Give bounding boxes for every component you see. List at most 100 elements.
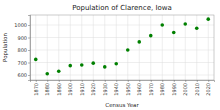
tick-mark <box>174 80 175 82</box>
chart: 1870 1880 1890 1900 1910 1920 1930 1940 1950 1960… <box>0 0 220 110</box>
grid-line <box>30 50 214 51</box>
tick-mark <box>139 80 140 82</box>
tick-mark <box>128 80 129 82</box>
axis-line <box>31 81 215 83</box>
grid-line <box>104 15 105 80</box>
grid-line <box>150 15 151 80</box>
tick-mark <box>93 80 94 82</box>
points <box>34 17 210 75</box>
tick-mark <box>185 80 186 82</box>
grid-line <box>47 15 48 80</box>
tick: 1870 <box>33 80 39 96</box>
tick: 1900 <box>67 80 73 96</box>
point <box>183 22 187 26</box>
plot: 1870 1880 1890 1900 1910 1920 1930 1940 1950 1960… <box>14 15 214 96</box>
point <box>34 58 38 62</box>
tick: 1930 <box>102 80 108 96</box>
plot-frame <box>30 15 214 80</box>
grid-line <box>30 75 214 76</box>
tick-label: 1950 <box>125 83 131 96</box>
grid-line <box>81 15 82 80</box>
point <box>172 31 176 35</box>
grid-line <box>173 15 174 80</box>
tick: 2000 <box>182 80 188 96</box>
tick: 1910 <box>79 80 85 96</box>
point <box>45 72 49 76</box>
point <box>57 69 61 73</box>
y-axis: 600 700 800 900 1000 <box>14 16 30 81</box>
tick-label: 1880 <box>44 83 50 96</box>
grid-line <box>30 37 214 38</box>
tick: 600 <box>17 72 30 78</box>
title: Population of Clarence, Iowa <box>72 4 172 12</box>
point <box>206 17 210 21</box>
tick: 2010 <box>194 80 200 96</box>
tick-mark <box>197 80 198 82</box>
grid-line <box>70 15 71 80</box>
point <box>91 61 95 65</box>
tick: 900 <box>17 35 30 41</box>
point <box>103 65 107 69</box>
tick-mark <box>162 80 163 82</box>
point <box>80 63 84 67</box>
tick-label: 1980 <box>159 83 165 96</box>
tick: 1890 <box>56 80 62 96</box>
tick: 1950 <box>125 80 131 96</box>
point <box>126 48 130 52</box>
tick-mark <box>47 80 48 82</box>
grid-line <box>208 15 209 80</box>
tick-label: 1990 <box>171 83 177 96</box>
axis-line <box>28 16 31 81</box>
tick-label: 1890 <box>56 83 62 96</box>
tick: 1880 <box>44 80 50 96</box>
point <box>68 64 72 68</box>
point <box>137 40 141 44</box>
y-axis-title: Population <box>2 33 9 62</box>
point <box>149 34 153 38</box>
tick-mark <box>28 38 30 39</box>
tick: 1980 <box>159 80 165 96</box>
tick-label: 1910 <box>79 83 85 96</box>
tick-label: 1000 <box>14 22 27 28</box>
tick-mark <box>28 25 30 26</box>
tick-label: 1940 <box>113 83 119 96</box>
x-axis-title: Census Year <box>105 102 139 108</box>
tick-mark <box>59 80 60 82</box>
tick-mark <box>116 80 117 82</box>
grid <box>30 15 214 80</box>
tick-label: 1900 <box>67 83 73 96</box>
tick: 1960 <box>136 80 142 96</box>
grid-line <box>127 15 128 80</box>
tick: 1940 <box>113 80 119 96</box>
grid-line <box>30 62 214 63</box>
tick-mark <box>36 80 37 82</box>
tick-label: 800 <box>17 47 27 53</box>
tick-mark <box>28 50 30 51</box>
point <box>160 23 164 27</box>
grid-line <box>93 15 94 80</box>
tick-label: 1930 <box>102 83 108 96</box>
tick: 700 <box>17 60 30 66</box>
x-axis: 1870 1880 1890 1900 1910 1920 1930 1940 1950 1960… <box>31 80 215 96</box>
tick-mark <box>105 80 106 82</box>
grid-line <box>116 15 117 80</box>
tick-mark <box>151 80 152 82</box>
tick-label: 2020 <box>205 83 211 96</box>
tick-label: 1920 <box>90 83 96 96</box>
tick: 1970 <box>148 80 154 96</box>
tick-label: 2010 <box>194 83 200 96</box>
tick: 1990 <box>171 80 177 96</box>
tick: 2020 <box>205 80 211 96</box>
grid-line <box>35 15 36 80</box>
tick-mark <box>28 75 30 76</box>
tick-label: 1870 <box>33 83 39 96</box>
tick: 1920 <box>90 80 96 96</box>
tick-label: 1970 <box>148 83 154 96</box>
tick-label: 1960 <box>136 83 142 96</box>
tick-mark <box>28 63 30 64</box>
tick: 1000 <box>14 22 30 28</box>
grid-line <box>196 15 197 80</box>
tick-mark <box>70 80 71 82</box>
tick: 800 <box>17 47 30 53</box>
tick-label: 900 <box>17 35 27 41</box>
